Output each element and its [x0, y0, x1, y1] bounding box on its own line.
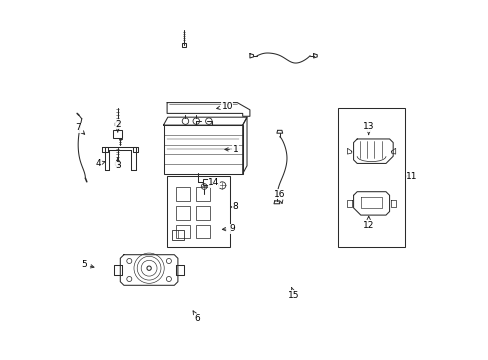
Text: 6: 6 [193, 311, 200, 323]
Text: 1: 1 [224, 145, 238, 154]
Bar [113, 130, 122, 138]
Text: 14: 14 [208, 178, 219, 187]
Bar [176, 187, 189, 201]
Text: 11: 11 [405, 172, 417, 181]
Bar [176, 225, 189, 238]
Text: 7: 7 [75, 123, 84, 134]
Bar [203, 179, 209, 185]
Text: 2: 2 [115, 120, 121, 132]
Bar [337, 108, 404, 247]
Bar [196, 206, 209, 220]
Text: 16: 16 [273, 190, 285, 203]
Text: 15: 15 [288, 288, 299, 300]
Text: 4: 4 [96, 159, 105, 168]
Text: 9: 9 [222, 224, 234, 233]
Bar [176, 206, 189, 220]
Text: 8: 8 [231, 202, 238, 211]
Bar [196, 187, 209, 201]
Bar [163, 125, 242, 174]
Text: 12: 12 [362, 216, 374, 230]
Text: 10: 10 [216, 102, 232, 111]
Bar [172, 230, 183, 240]
Text: 5: 5 [81, 260, 94, 269]
Text: 3: 3 [115, 158, 121, 170]
Bar [196, 225, 209, 238]
Bar [182, 43, 186, 47]
Bar [167, 176, 230, 247]
Text: 13: 13 [362, 122, 374, 135]
